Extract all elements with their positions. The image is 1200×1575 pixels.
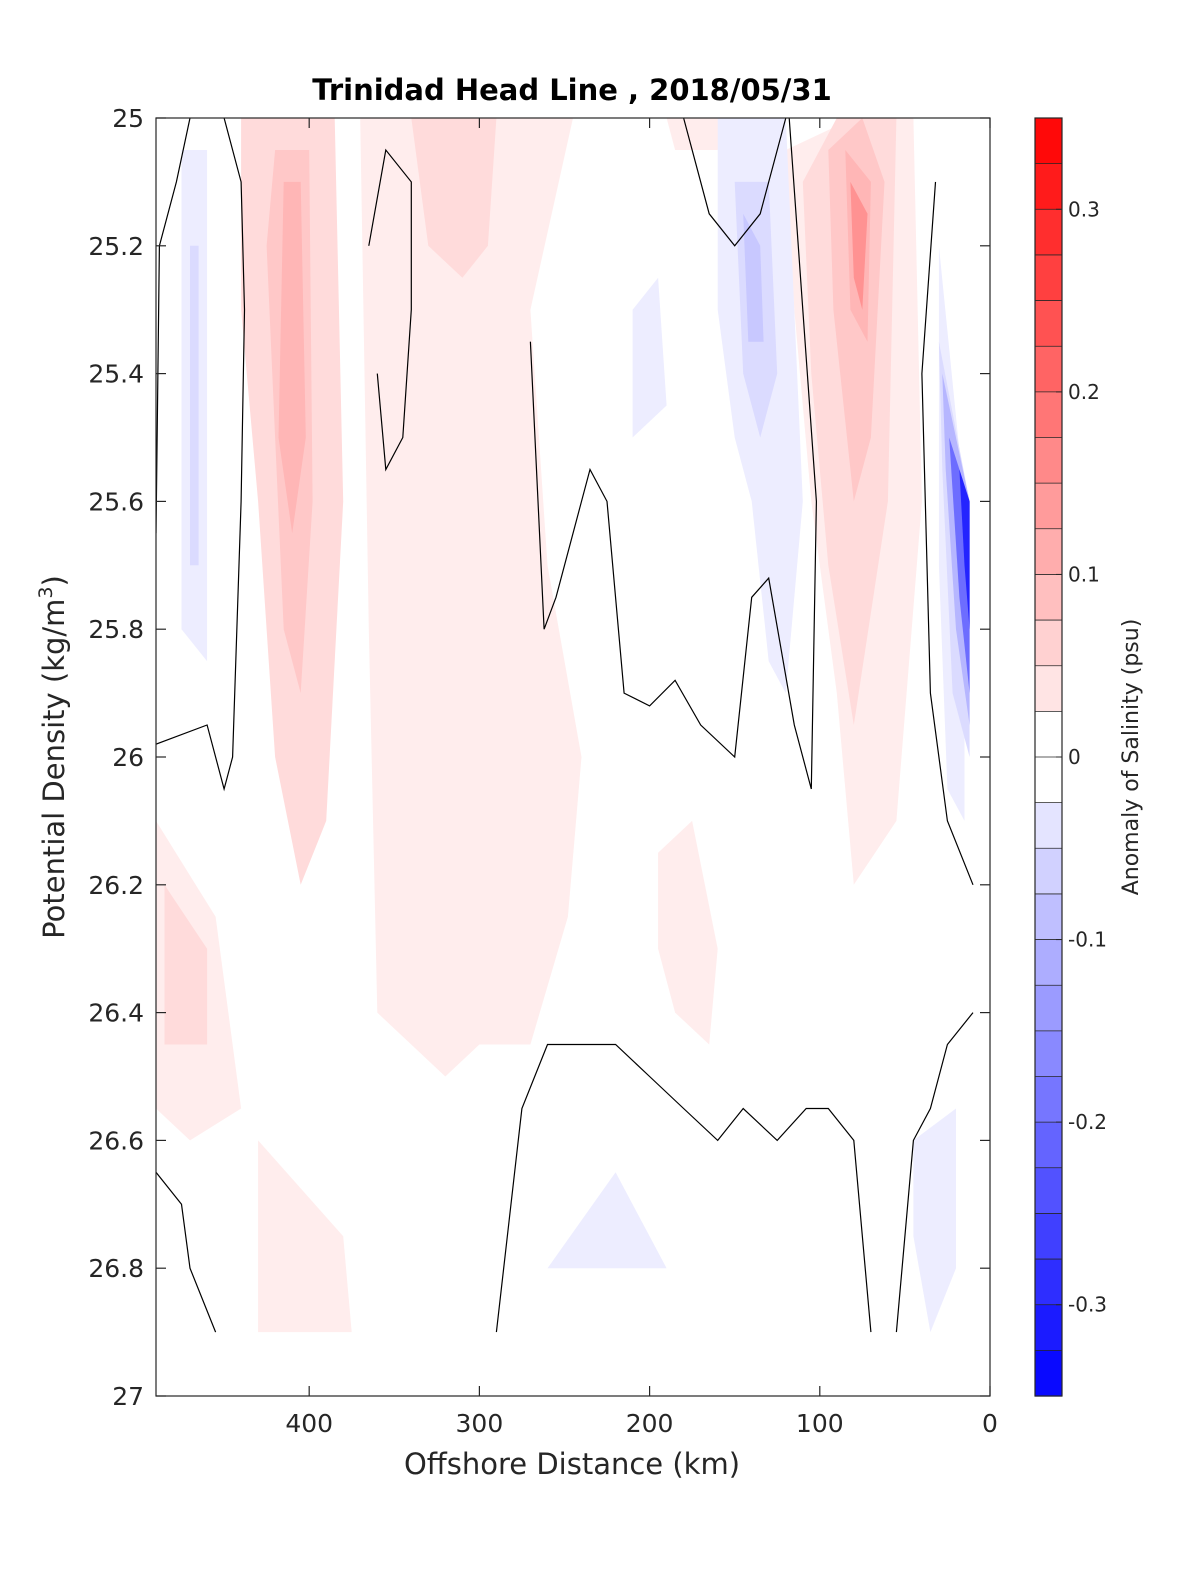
y-axis-label-sup: 3: [35, 586, 57, 598]
colorbar-tick-label: 0.2: [1068, 380, 1100, 404]
negative-anomaly-region: [190, 245, 199, 566]
y-tick-label: 25.6: [88, 487, 144, 516]
x-tick-label: 0: [982, 1409, 998, 1438]
colorbar-segment: [1035, 346, 1062, 393]
colorbar-segment: [1035, 620, 1062, 667]
negative-anomaly-region: [942, 373, 970, 725]
negative-anomaly-region: [547, 1172, 667, 1269]
colorbar-segment: [1035, 1167, 1062, 1215]
colorbar-segment: [1035, 711, 1062, 758]
zero-contour-layer: [156, 118, 974, 1333]
zero-contour-line: [495, 1043, 872, 1333]
colorbar-segment: [1035, 254, 1062, 302]
colorbar-segment: [1035, 528, 1062, 576]
colorbar-segment: [1035, 848, 1062, 895]
colorbar: [1035, 117, 1062, 1397]
positive-anomaly-region: [850, 181, 868, 310]
x-axis-label: Offshore Distance (km): [404, 1447, 740, 1481]
y-axis-ticks: 25 25.2 25.4 25.6 25.8 26 26.2 26.4 26.6 26.8 27: [88, 104, 990, 1411]
colorbar-tick-label: -0.3: [1068, 1293, 1107, 1317]
colorbar-segment: [1035, 1213, 1062, 1260]
colorbar-segment: [1035, 1304, 1062, 1351]
negative-anomaly-region: [743, 213, 764, 342]
y-tick-label: 25.8: [88, 615, 144, 644]
colorbar-segment: [1035, 1350, 1062, 1397]
colorbar-label: Anomaly of Salinity (psu): [1119, 619, 1144, 896]
colorbar-tick-label: 0: [1068, 745, 1081, 769]
positive-anomaly-region: [411, 118, 497, 278]
colorbar-segment: [1035, 209, 1062, 256]
y-tick-label: 25.2: [88, 232, 144, 261]
chart-title: Trinidad Head Line , 2018/05/31: [312, 73, 832, 107]
colorbar-ticks: 0.3 0.2 0.1 0 -0.1 -0.2 -0.3: [1056, 197, 1107, 1317]
positive-anomaly-region: [658, 820, 718, 1045]
anomaly-fill-layer: [156, 118, 970, 1333]
colorbar-segment: [1035, 163, 1062, 210]
colorbar-segment: [1035, 1122, 1062, 1169]
positive-anomaly-region: [470, 118, 565, 310]
colorbar-segment: [1035, 1076, 1062, 1123]
zero-contour-line: [895, 1012, 974, 1333]
positive-anomaly-region: [258, 1140, 352, 1333]
colorbar-segment: [1035, 391, 1062, 439]
y-axis-label-close: ): [37, 575, 71, 586]
zero-contour-line: [921, 181, 974, 886]
positive-anomaly-region: [666, 118, 735, 150]
negative-anomaly-region: [913, 1108, 956, 1333]
colorbar-segment: [1035, 483, 1062, 530]
colorbar-segment: [1035, 939, 1062, 986]
colorbar-tick-label: -0.2: [1068, 1110, 1107, 1134]
y-tick-label: 26.6: [88, 1126, 144, 1155]
y-tick-label: 27: [112, 1382, 144, 1411]
colorbar-segment: [1035, 118, 1062, 165]
colorbar-segment: [1035, 1030, 1062, 1078]
colorbar-segment: [1035, 802, 1062, 849]
positive-anomaly-region: [156, 118, 582, 1077]
colorbar-segment: [1035, 985, 1062, 1032]
colorbar-segment: [1035, 300, 1062, 347]
x-tick-label: 300: [456, 1409, 504, 1438]
y-tick-label: 26.4: [88, 999, 144, 1028]
y-tick-label: 26: [112, 743, 144, 772]
negative-anomaly-region: [959, 469, 970, 630]
x-tick-label: 100: [796, 1409, 844, 1438]
x-tick-label: 200: [626, 1409, 674, 1438]
colorbar-tick-label: 0.1: [1068, 562, 1100, 586]
zero-contour-line: [156, 118, 191, 534]
colorbar-segment: [1035, 437, 1062, 484]
y-tick-label: 26.2: [88, 871, 144, 900]
colorbar-segment: [1035, 893, 1062, 941]
colorbar-tick-label: 0.3: [1068, 197, 1100, 221]
colorbar-segment: [1035, 665, 1062, 712]
colorbar-segment: [1035, 757, 1062, 804]
zero-contour-line: [529, 118, 818, 790]
zero-contour-line: [156, 118, 246, 792]
y-tick-label: 25: [112, 104, 144, 133]
colorbar-segment: [1035, 1259, 1062, 1306]
x-axis-ticks: 400 300 200 100 0: [285, 118, 998, 1438]
zero-contour-line: [156, 1171, 217, 1333]
positive-anomaly-region: [278, 181, 306, 534]
y-axis-label-main: Potential Density (kg/m: [37, 599, 71, 939]
colorbar-segment: [1035, 574, 1062, 621]
zero-contour-line: [368, 148, 412, 472]
x-tick-label: 400: [285, 1409, 333, 1438]
y-tick-label: 26.8: [88, 1254, 144, 1283]
y-axis-label: Potential Density (kg/m3): [35, 575, 71, 939]
positive-anomaly-region: [164, 884, 208, 1045]
colorbar-tick-label: -0.1: [1068, 928, 1107, 952]
negative-anomaly-region: [632, 277, 667, 438]
zero-contour-line: [683, 118, 787, 247]
y-tick-label: 25.4: [88, 360, 144, 389]
